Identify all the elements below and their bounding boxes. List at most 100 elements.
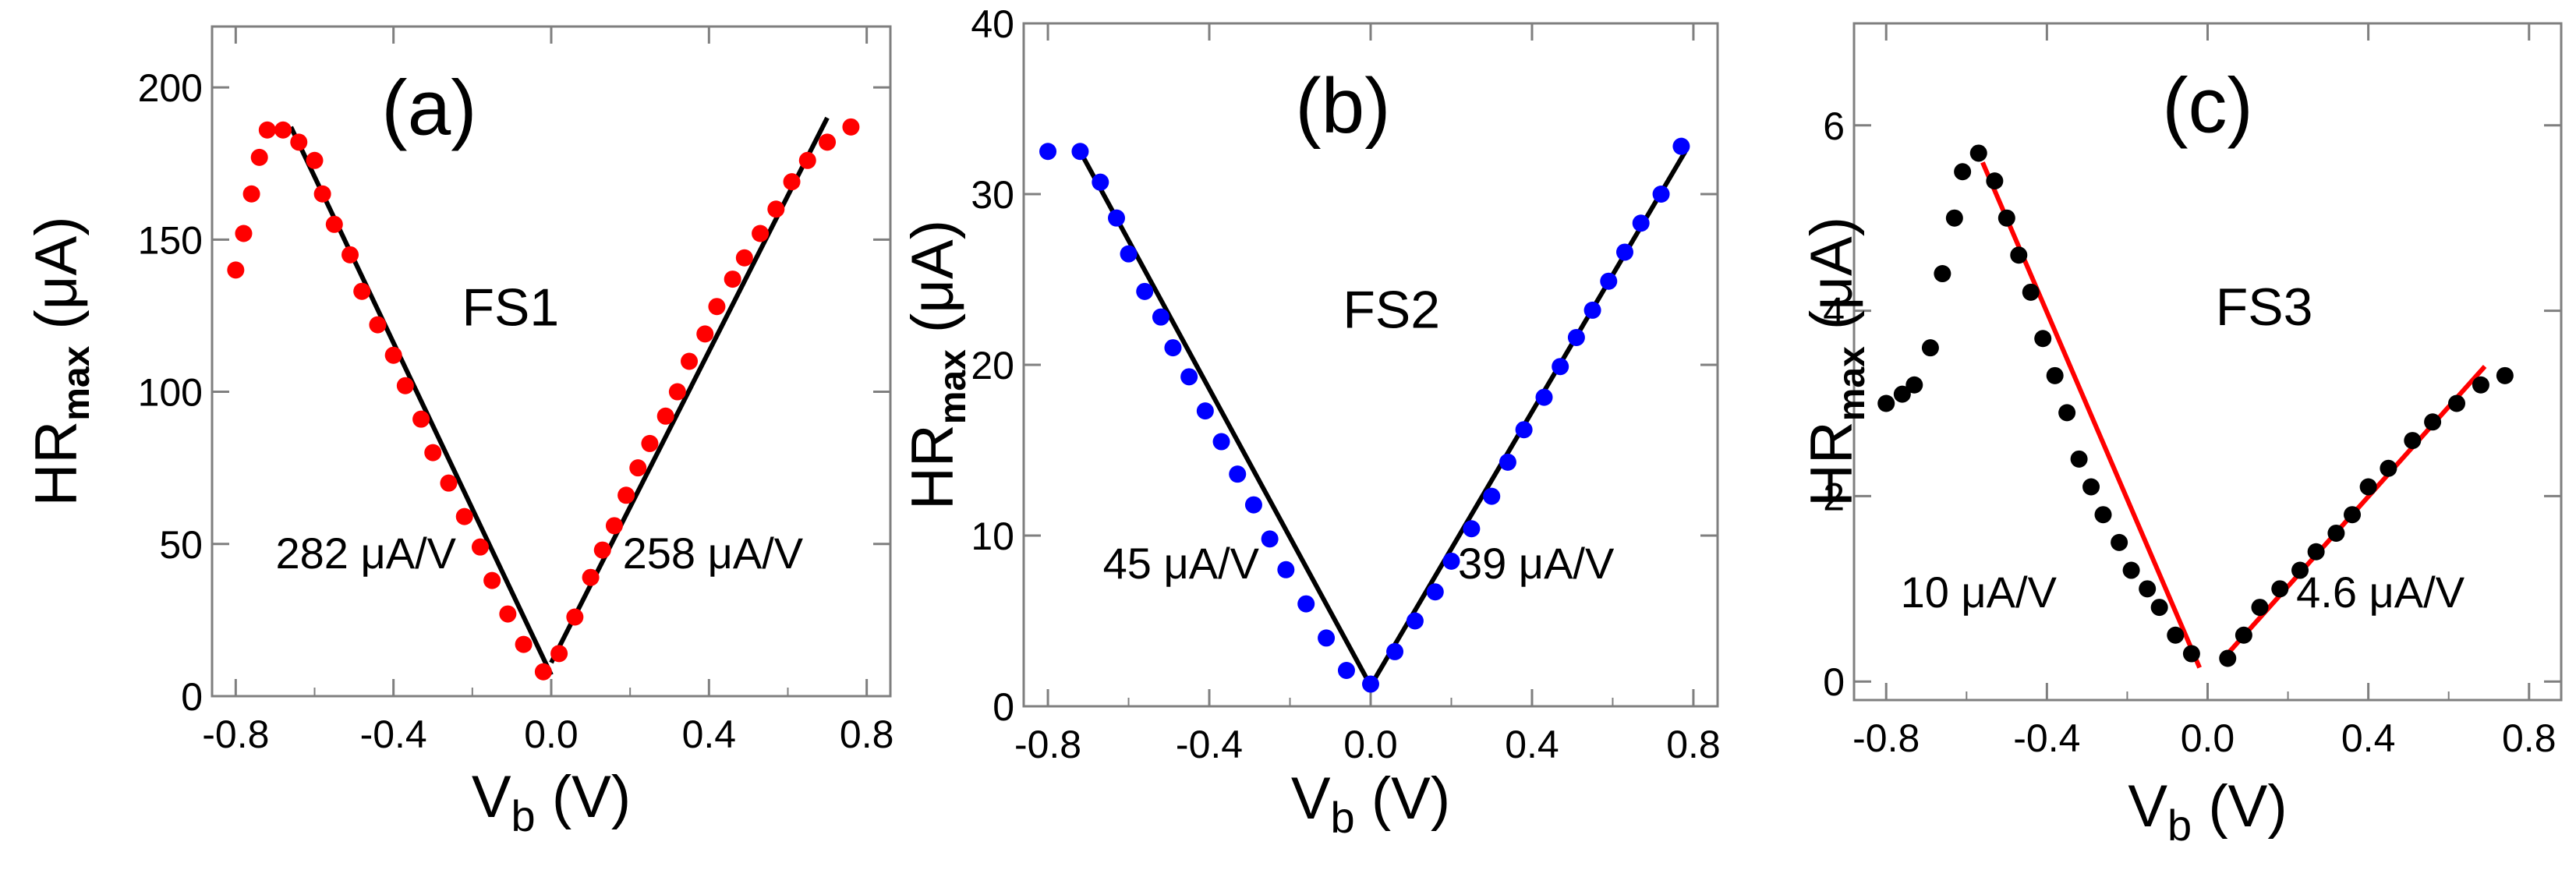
data-point bbox=[1180, 368, 1198, 386]
panel-2: -0.8 -0.4 0.0 0.4 0.8 0 10 20 30 40 (b) FS2 45 μA/V 3… bbox=[900, 2, 1721, 842]
data-point bbox=[2496, 366, 2514, 384]
data-point bbox=[325, 215, 343, 233]
data-point bbox=[668, 383, 686, 401]
data-point bbox=[2307, 543, 2325, 561]
x-axis-title: Vb (V) bbox=[1291, 766, 1450, 842]
data-point bbox=[2219, 649, 2237, 667]
x-tick-label: -0.8 bbox=[1014, 723, 1081, 766]
data-point bbox=[1954, 163, 1972, 181]
data-point bbox=[617, 486, 635, 504]
data-point bbox=[1921, 339, 1939, 357]
data-point bbox=[2010, 246, 2028, 264]
data-point bbox=[2380, 459, 2397, 477]
y-tick-label: 6 bbox=[1823, 104, 1845, 148]
y-tick-label: 30 bbox=[971, 173, 1014, 217]
data-point bbox=[1672, 137, 1690, 155]
data-point bbox=[2448, 394, 2466, 412]
y-tick-label: 100 bbox=[138, 371, 203, 415]
x-tick-label: 0.0 bbox=[524, 713, 579, 756]
fit-line bbox=[288, 126, 554, 676]
data-point bbox=[2404, 432, 2422, 450]
data-point bbox=[1483, 487, 1501, 505]
data-point bbox=[1652, 186, 1670, 203]
data-point bbox=[1244, 496, 1262, 514]
data-point bbox=[1212, 433, 1230, 451]
plot-frame bbox=[211, 25, 892, 698]
x-tick-label: -0.8 bbox=[202, 713, 269, 756]
data-point bbox=[641, 434, 659, 452]
data-point bbox=[593, 541, 611, 559]
data-point bbox=[250, 148, 268, 166]
data-point bbox=[605, 517, 623, 535]
data-point bbox=[1229, 465, 1247, 483]
slope-label: 39 μA/V bbox=[1458, 539, 1615, 588]
x-tick-label: 0.8 bbox=[840, 713, 894, 756]
sample-label: FS3 bbox=[2216, 278, 2313, 337]
y-tick-label: 150 bbox=[138, 218, 203, 262]
data-point bbox=[696, 325, 714, 343]
data-point bbox=[1152, 308, 1169, 326]
data-point bbox=[735, 249, 753, 267]
data-point bbox=[235, 225, 253, 242]
data-point bbox=[2344, 506, 2362, 524]
data-point bbox=[1997, 209, 2015, 227]
data-point bbox=[258, 121, 276, 139]
y-axis-title: HRmax (μA) bbox=[900, 220, 974, 510]
data-point bbox=[1318, 629, 1336, 647]
panel-label: (c) bbox=[2162, 62, 2253, 149]
data-point bbox=[1945, 209, 1963, 227]
data-point bbox=[483, 571, 501, 589]
data-point bbox=[1120, 245, 1138, 263]
data-point bbox=[752, 225, 770, 242]
data-point bbox=[2271, 580, 2289, 598]
data-point bbox=[629, 459, 647, 477]
data-point bbox=[1515, 421, 1533, 439]
x-tick-label: -0.4 bbox=[1176, 723, 1243, 766]
data-point bbox=[1934, 265, 1951, 283]
y-tick-label: 0 bbox=[993, 685, 1014, 729]
sample-label: FS1 bbox=[462, 278, 559, 338]
data-point bbox=[534, 663, 552, 681]
panel-1: -0.8 -0.4 0.0 0.4 0.8 0 50 100 150 200 (a) FS1 282 μ… bbox=[23, 25, 894, 840]
x-tick-label: 0.0 bbox=[2181, 716, 2235, 760]
y-tick-label: 40 bbox=[971, 2, 1014, 46]
data-point bbox=[440, 474, 458, 492]
slope-label: 10 μA/V bbox=[1901, 568, 2058, 617]
data-point bbox=[798, 151, 816, 169]
data-point bbox=[2070, 450, 2088, 468]
data-point bbox=[2022, 283, 2040, 301]
y-tick-label: 2 bbox=[1823, 475, 1845, 518]
data-point bbox=[1108, 209, 1126, 227]
data-point bbox=[1877, 394, 1895, 412]
data-point bbox=[341, 246, 359, 263]
data-point bbox=[767, 200, 785, 218]
data-point bbox=[396, 377, 414, 394]
data-point bbox=[656, 407, 674, 425]
data-point bbox=[1567, 328, 1585, 346]
data-point bbox=[1426, 583, 1444, 601]
data-point bbox=[1261, 530, 1279, 548]
data-point bbox=[515, 635, 533, 653]
data-point bbox=[2359, 478, 2377, 496]
x-axis-title: Vb (V) bbox=[472, 764, 631, 840]
panel-3: -0.8 -0.4 0.0 0.4 0.8 0 2 4 6 (c) FS3 10 μA/V 4.6 μA… bbox=[1799, 22, 2563, 850]
x-tick-label: -0.8 bbox=[1852, 716, 1920, 760]
data-point bbox=[2235, 626, 2252, 644]
data-point bbox=[1136, 282, 1154, 300]
data-point bbox=[227, 261, 245, 279]
slope-label: 4.6 μA/V bbox=[2296, 568, 2465, 617]
data-point bbox=[550, 645, 568, 663]
data-point bbox=[1893, 385, 1911, 403]
sample-label: FS2 bbox=[1343, 280, 1440, 339]
y-axis-title: HRmax (μA) bbox=[1799, 217, 1873, 507]
x-tick-label: -0.4 bbox=[360, 713, 427, 756]
data-point bbox=[724, 271, 741, 288]
y-tick-label: 0 bbox=[1823, 660, 1845, 704]
x-tick-label: 0.4 bbox=[682, 713, 737, 756]
data-point bbox=[1986, 172, 2004, 190]
data-point bbox=[708, 298, 726, 316]
data-point bbox=[2150, 599, 2168, 617]
data-point bbox=[1583, 301, 1601, 319]
panel-label: (b) bbox=[1295, 62, 1390, 150]
